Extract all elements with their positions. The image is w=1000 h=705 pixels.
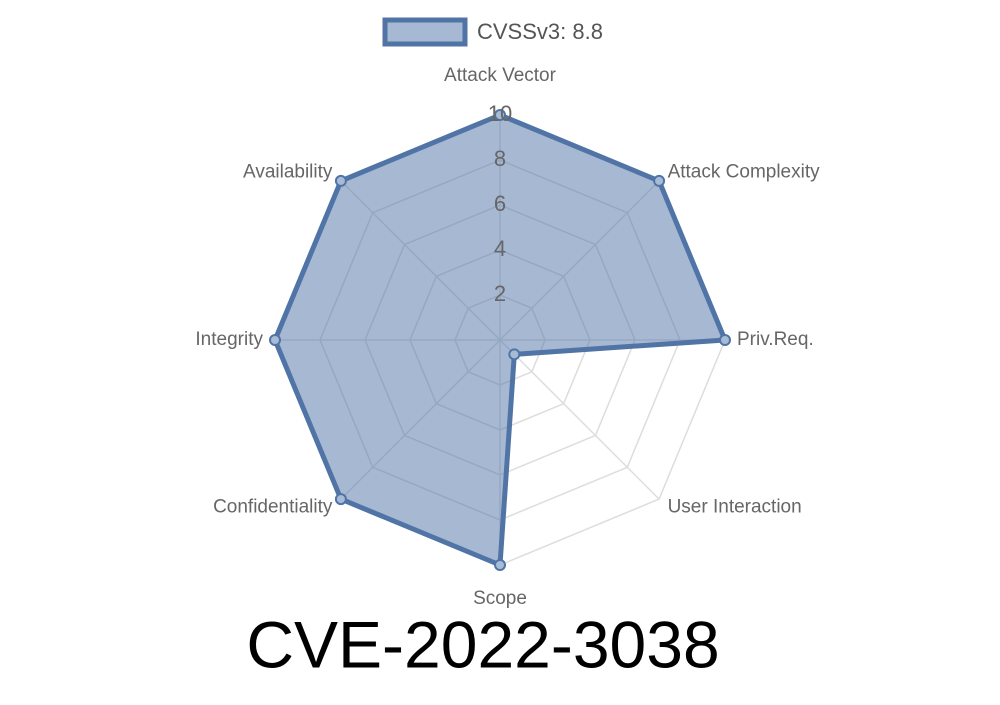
axis-spoke bbox=[499, 339, 660, 500]
category-label: Availability bbox=[243, 161, 333, 182]
r-tick-label: 8 bbox=[494, 146, 506, 171]
category-label: Attack Vector bbox=[444, 65, 557, 86]
legend-swatch bbox=[382, 17, 468, 47]
data-point bbox=[269, 334, 281, 346]
data-point bbox=[508, 348, 521, 361]
data-point bbox=[334, 174, 347, 187]
data-point bbox=[334, 493, 347, 506]
category-label: Confidentiality bbox=[213, 497, 333, 518]
data-point bbox=[719, 334, 731, 346]
data-point bbox=[494, 559, 506, 571]
legend-label: CVSSv3: 8.8 bbox=[477, 19, 603, 44]
r-tick-label: 10 bbox=[488, 101, 512, 126]
r-tick-label: 6 bbox=[494, 191, 506, 216]
data-point bbox=[653, 174, 666, 187]
chart-title: CVE-2022-3038 bbox=[246, 607, 719, 681]
category-label: Priv.Req. bbox=[737, 329, 814, 350]
r-tick-label: 2 bbox=[494, 281, 506, 306]
category-label: User Interaction bbox=[668, 497, 802, 518]
r-tick-label: 4 bbox=[494, 236, 506, 261]
data-point bbox=[494, 109, 506, 121]
category-label: Scope bbox=[473, 588, 527, 609]
category-label: Integrity bbox=[195, 329, 263, 350]
category-label: Attack Complexity bbox=[668, 161, 821, 182]
